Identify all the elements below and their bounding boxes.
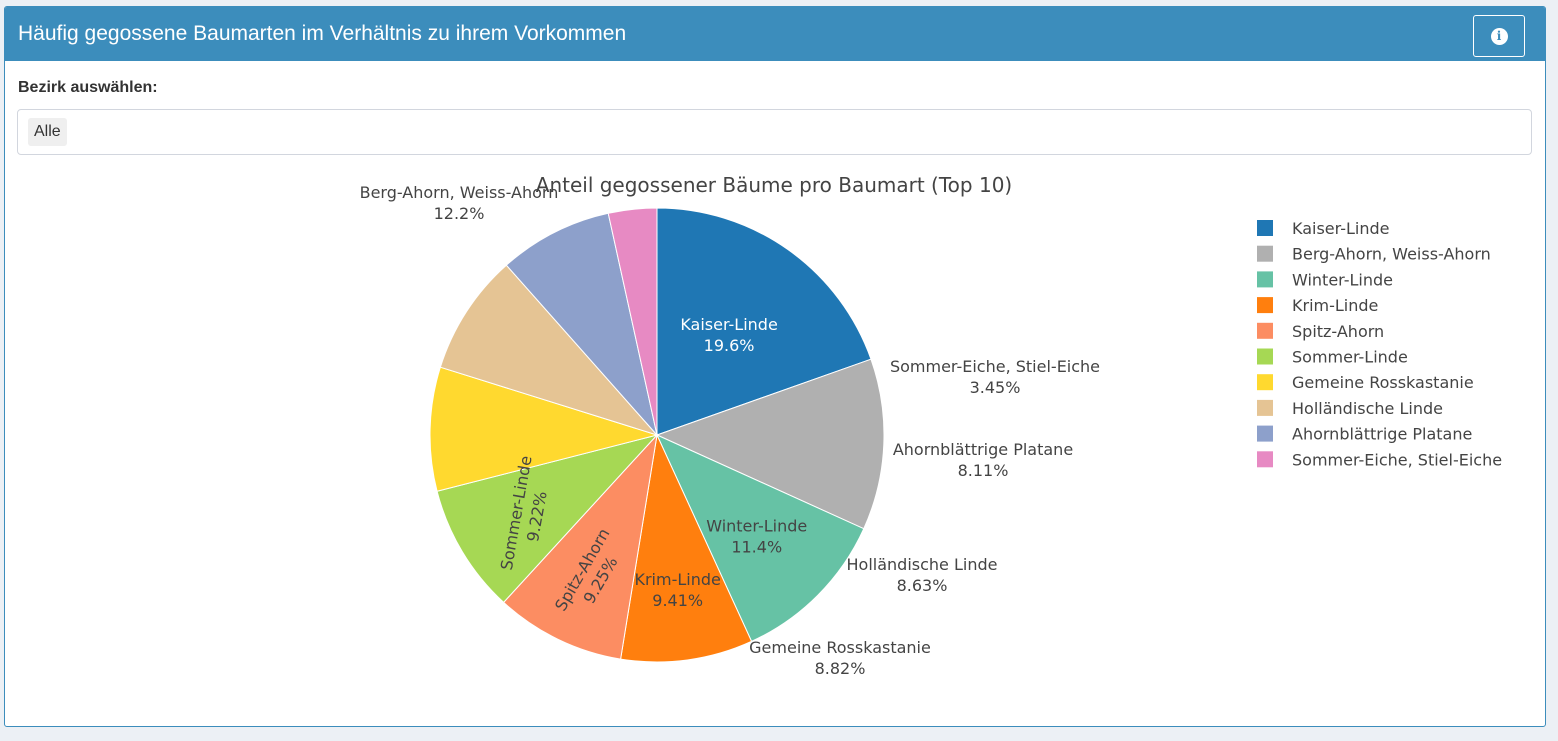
legend-item-winter-linde[interactable]: Winter-Linde [1257,270,1393,289]
pie-label-holl-ndische-linde: Holländische Linde 8.63% [847,555,998,595]
pie-slice-sommer-eiche-stiel-eiche[interactable] [607,207,658,436]
pie-label-kaiser-linde: Kaiser-Linde 19.6% [680,315,777,355]
pie-label-winter-linde: Winter-Linde 11.4% [706,516,807,556]
pie-slice-berg-ahorn-weiss-ahorn[interactable] [655,358,885,530]
pie-slice-winter-linde[interactable] [655,433,865,643]
district-select-label: Bezirk auswählen: [18,79,158,96]
legend-label: Berg-Ahorn, Weiss-Ahorn [1292,245,1491,264]
pie-slices [429,207,885,663]
pie-slice-holl-ndische-linde[interactable] [439,264,659,437]
pie-label-ahornbl-ttrige-platane: Ahornblättrige Platane 8.11% [893,440,1073,480]
pie-slice-kaiser-linde[interactable] [656,207,872,436]
legend-item-kaiser-linde[interactable]: Kaiser-Linde [1257,219,1389,238]
legend-item-gemeine-rosskastanie[interactable]: Gemeine Rosskastanie [1257,373,1474,392]
legend-swatch [1257,425,1273,442]
legend-label: Ahornblättrige Platane [1292,425,1472,444]
legend-swatch [1257,271,1273,288]
info-icon: i [1490,27,1508,45]
chart-title: Anteil gegossener Bäume pro Baumart (Top… [536,173,1012,197]
legend-swatch [1257,245,1273,262]
legend-item-sommer-eiche-stiel-eiche[interactable]: Sommer-Eiche, Stiel-Eiche [1257,450,1502,469]
pie-label-sommer-eiche-stiel-eiche: Sommer-Eiche, Stiel-Eiche 3.45% [890,357,1100,397]
legend-swatch [1257,348,1273,365]
legend-label: Krim-Linde [1292,296,1378,315]
legend-label: Kaiser-Linde [1292,219,1389,238]
legend-swatch [1257,220,1273,236]
pie-slice-krim-linde[interactable] [620,433,753,663]
box-header: Häufig gegossene Baumarten im Verhältnis… [5,7,1545,61]
legend-item-sommer-linde[interactable]: Sommer-Linde [1257,348,1408,367]
legend: Kaiser-Linde Berg-Ahorn, Weiss-Ahorn Winte… [1257,219,1502,469]
pie-slice-sommer-linde[interactable] [436,434,659,604]
pie-slice-ahornbl-ttrige-platane[interactable] [505,212,658,437]
legend-label: Spitz-Ahorn [1292,322,1384,341]
pie-slice-gemeine-rosskastanie[interactable] [429,366,659,492]
info-button[interactable]: i [1473,15,1525,57]
legend-swatch [1257,399,1273,416]
legend-swatch [1257,451,1273,468]
pie-slice-spitz-ahorn[interactable] [502,433,658,660]
legend-label: Winter-Linde [1292,270,1393,289]
legend-label: Holländische Linde [1292,399,1443,418]
box-title: Häufig gegossene Baumarten im Verhältnis… [18,22,627,45]
district-select[interactable]: Alle [17,109,1532,155]
legend-item-spitz-ahorn[interactable]: Spitz-Ahorn [1257,322,1384,341]
pie-label-berg-ahorn-weiss-ahorn: Berg-Ahorn, Weiss-Ahorn 12.2% [360,183,559,223]
pie-label-gemeine-rosskastanie: Gemeine Rosskastanie 8.82% [749,638,931,678]
legend-label: Gemeine Rosskastanie [1292,373,1474,392]
legend-item-berg-ahorn-weiss-ahorn[interactable]: Berg-Ahorn, Weiss-Ahorn [1257,245,1491,264]
legend-label: Sommer-Linde [1292,348,1408,367]
legend-item-ahornbl-ttrige-platane[interactable]: Ahornblättrige Platane [1257,425,1472,444]
legend-label: Sommer-Eiche, Stiel-Eiche [1292,450,1502,469]
legend-item-krim-linde[interactable]: Krim-Linde [1257,296,1378,315]
legend-swatch [1257,297,1273,314]
legend-swatch [1257,322,1273,339]
pie-label-krim-linde: Krim-Linde 9.41% [634,570,720,610]
legend-item-holl-ndische-linde[interactable]: Holländische Linde [1257,399,1443,418]
district-selected-value[interactable]: Alle [28,118,67,146]
legend-swatch [1257,374,1273,391]
